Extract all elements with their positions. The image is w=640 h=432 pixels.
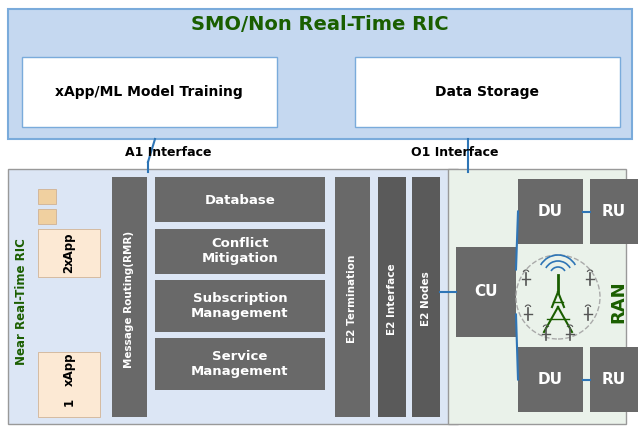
Bar [335, 177, 370, 417]
Text: RU: RU [602, 204, 626, 219]
Bar [38, 352, 100, 417]
Text: SMO/Non Real-Time RIC: SMO/Non Real-Time RIC [191, 15, 449, 34]
Text: Conflict
Mitigation: Conflict Mitigation [202, 237, 278, 265]
Bar [355, 57, 620, 127]
Bar [155, 280, 325, 332]
Bar [38, 229, 100, 277]
Bar [8, 169, 458, 424]
Text: E2 Interface: E2 Interface [387, 263, 397, 335]
Text: Near Real-Time RIC: Near Real-Time RIC [15, 238, 29, 365]
Bar [590, 347, 638, 412]
Bar [155, 177, 325, 222]
Bar [112, 177, 147, 417]
Text: A1 Interface: A1 Interface [125, 146, 211, 159]
Text: Subscription
Management: Subscription Management [191, 292, 289, 320]
Text: RAN: RAN [609, 281, 627, 323]
Text: xApp: xApp [63, 232, 76, 266]
Bar [22, 57, 277, 127]
Text: RU: RU [602, 372, 626, 388]
Text: DU: DU [538, 204, 563, 219]
Bar [38, 209, 56, 224]
Text: Data Storage: Data Storage [435, 85, 539, 99]
Text: Message Routing(RMR): Message Routing(RMR) [124, 230, 134, 368]
Text: xApp/ML Model Training: xApp/ML Model Training [55, 85, 243, 99]
Text: E2 Termination: E2 Termination [347, 255, 357, 343]
Bar [38, 189, 56, 204]
Text: DU: DU [538, 372, 563, 388]
Text: CU: CU [474, 285, 498, 299]
Text: 2: 2 [63, 265, 76, 273]
Bar [378, 177, 406, 417]
Bar [155, 338, 325, 390]
Text: E2 Nodes: E2 Nodes [421, 272, 431, 326]
Text: xApp: xApp [63, 352, 76, 386]
Bar [456, 247, 516, 337]
Bar [448, 169, 626, 424]
Bar [8, 9, 632, 139]
Text: Database: Database [205, 194, 275, 206]
Text: O1 Interface: O1 Interface [412, 146, 499, 159]
Bar [590, 179, 638, 244]
Bar [518, 179, 583, 244]
Bar [518, 347, 583, 412]
Bar [412, 177, 440, 417]
Text: 1: 1 [63, 398, 76, 406]
Text: Service
Management: Service Management [191, 350, 289, 378]
Bar [155, 229, 325, 274]
